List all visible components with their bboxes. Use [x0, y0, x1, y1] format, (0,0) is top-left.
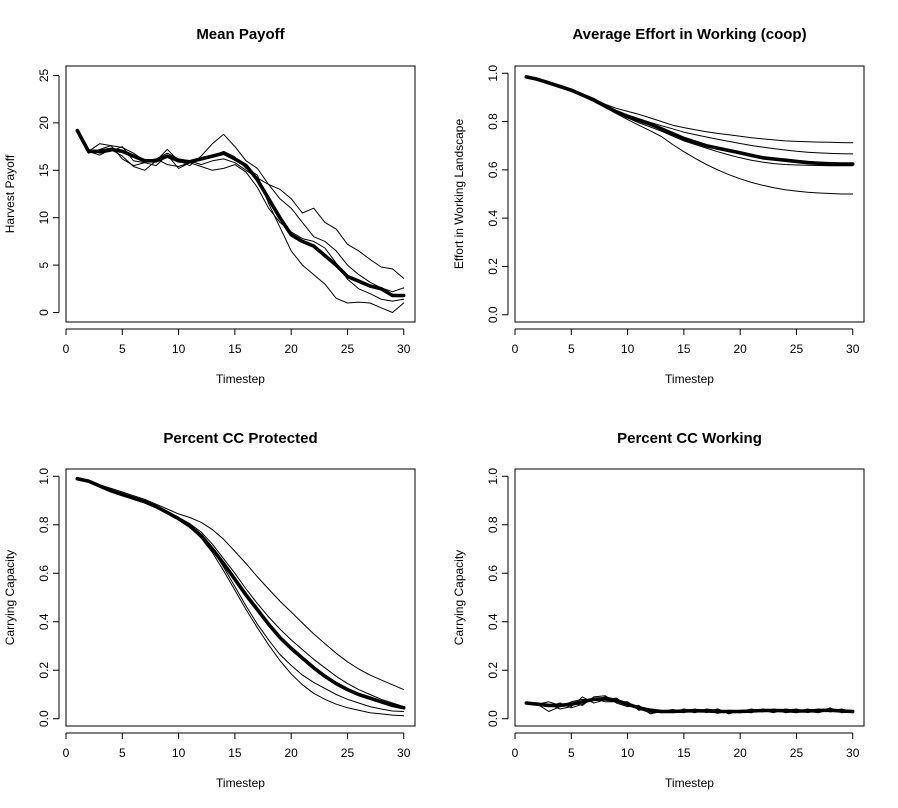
y-tick-label: 0.2: [486, 662, 500, 679]
y-tick-label: 0.6: [486, 565, 500, 582]
y-tick-label: 1.0: [37, 468, 51, 485]
chart-panel-2: 0 5 10 15 20 25 30 0.0 0.2 0.4 0.6 0.8 1.0 Average Ef…: [452, 26, 865, 386]
x-axis-label: Timestep: [216, 776, 265, 790]
x-tick-label: 10: [172, 746, 186, 760]
x-tick-label: 5: [568, 342, 575, 356]
x-tick-label: 20: [733, 746, 747, 760]
y-tick-label: 1.0: [486, 468, 500, 485]
x-tick-label: 0: [63, 342, 70, 356]
x-tick-label: 30: [846, 342, 860, 356]
y-tick-label: 20: [37, 116, 51, 130]
plot-frame: [65, 468, 416, 727]
series-line-mean: [75, 128, 406, 298]
y-tick-label: 0.0: [37, 710, 51, 727]
y-tick-label: 0.0: [486, 306, 500, 323]
x-tick-label: 25: [341, 342, 355, 356]
y-axis-label: Effort in Working Landscape: [452, 119, 466, 270]
y-tick-label: 0.8: [37, 516, 51, 533]
x-tick-label: 10: [621, 746, 635, 760]
x-axis-label: Timestep: [665, 372, 714, 386]
chart-panel-3: 0 5 10 15 20 25 30 0.0 0.2 0.4 0.6 0.8 1.0 Percent CC…: [3, 430, 416, 790]
chart-title: Percent CC Protected: [163, 430, 317, 447]
plot-frame: [514, 65, 865, 323]
plot-frame: [514, 468, 865, 727]
series-line-run-1: [76, 478, 405, 691]
y-tick-label: 0.2: [37, 662, 51, 679]
y-tick-label: 0.4: [486, 209, 500, 226]
series-line-mean: [524, 75, 855, 166]
y-tick-label: 25: [37, 68, 51, 82]
y-tick-label: 0.2: [486, 258, 500, 275]
x-tick-label: 20: [284, 342, 298, 356]
chart-title: Mean Payoff: [196, 26, 285, 43]
chart-title: Average Effort in Working (coop): [572, 26, 806, 43]
y-tick-label: 0.8: [486, 113, 500, 130]
x-tick-label: 20: [733, 342, 747, 356]
series-line-mean: [524, 696, 855, 714]
chart-title: Percent CC Working: [617, 430, 762, 447]
y-tick-label: 10: [37, 211, 51, 225]
x-tick-label: 30: [397, 342, 411, 356]
x-tick-label: 0: [63, 746, 70, 760]
x-tick-label: 15: [677, 746, 691, 760]
x-tick-label: 15: [228, 342, 242, 356]
x-tick-label: 15: [228, 746, 242, 760]
series-line-run-1: [76, 130, 405, 279]
x-tick-label: 10: [172, 342, 186, 356]
x-tick-label: 15: [677, 342, 691, 356]
y-tick-label: 0.6: [37, 565, 51, 582]
y-tick-label: 0.6: [486, 161, 500, 178]
x-axis-label: Timestep: [216, 372, 265, 386]
series-line-run-2: [76, 478, 405, 708]
chart-panel-1: 0 5 10 15 20 25 30 0 5 10 15 20 25 Mean Payoff Timeste…: [3, 26, 416, 386]
series-line-run-4: [76, 478, 405, 712]
y-axis-label: Carrying Capacity: [452, 550, 466, 645]
x-tick-label: 5: [119, 746, 126, 760]
y-axis-label: Harvest Payoff: [3, 154, 17, 233]
x-tick-label: 25: [790, 342, 804, 356]
x-tick-label: 10: [621, 342, 635, 356]
y-tick-label: 1.0: [486, 65, 500, 82]
y-tick-label: 15: [37, 163, 51, 177]
x-tick-label: 5: [119, 342, 126, 356]
x-axis-label: Timestep: [665, 776, 714, 790]
y-tick-label: 0.4: [486, 613, 500, 630]
x-tick-label: 5: [568, 746, 575, 760]
chart-panel-4: 0 5 10 15 20 25 30 0.0 0.2 0.4 0.6 0.8 1.0 Percent CC…: [452, 430, 865, 790]
series-line-mean: [75, 476, 406, 710]
plot-frame: [65, 65, 416, 323]
y-axis-label: Carrying Capacity: [3, 550, 17, 645]
series-line-run-4: [525, 76, 854, 195]
y-tick-label: 0.8: [486, 516, 500, 533]
x-tick-label: 30: [397, 746, 411, 760]
y-tick-label: 0.0: [486, 710, 500, 727]
x-tick-label: 0: [512, 746, 519, 760]
x-tick-label: 30: [846, 746, 860, 760]
x-tick-label: 0: [512, 342, 519, 356]
x-tick-label: 25: [790, 746, 804, 760]
x-tick-label: 20: [284, 746, 298, 760]
x-tick-label: 25: [341, 746, 355, 760]
y-tick-label: 0.4: [37, 613, 51, 630]
y-tick-label: 5: [37, 261, 51, 268]
series-line-run-3: [76, 130, 405, 302]
y-tick-label: 0: [37, 309, 51, 316]
